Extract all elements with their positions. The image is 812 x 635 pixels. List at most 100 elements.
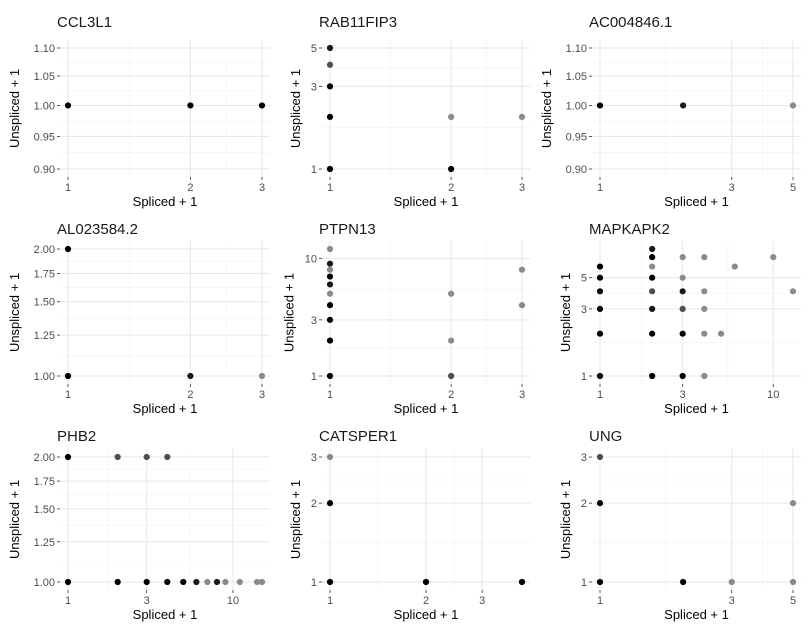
data-point	[164, 454, 170, 460]
data-point	[193, 579, 199, 585]
data-point	[327, 83, 333, 89]
x-axis-label: Spliced + 1	[133, 607, 198, 622]
data-point	[790, 288, 796, 294]
x-axis-label: Spliced + 1	[664, 607, 729, 622]
data-point	[649, 246, 655, 252]
y-axis-label: Unspliced + 1	[7, 480, 22, 559]
x-tick-label: 3	[519, 182, 525, 194]
data-point	[327, 281, 333, 287]
x-tick-label: 1	[65, 389, 71, 401]
x-tick-label: 10	[767, 389, 779, 401]
data-point	[448, 291, 454, 297]
data-point	[597, 500, 603, 506]
y-axis-label: Unspliced + 1	[7, 273, 22, 352]
data-point	[790, 102, 796, 108]
data-point	[680, 331, 686, 337]
data-point	[680, 288, 686, 294]
y-tick-label: 1.05	[34, 71, 55, 83]
y-tick-label: 1.00	[34, 577, 55, 589]
data-point	[701, 288, 707, 294]
data-point	[790, 500, 796, 506]
y-axis-label: Unspliced + 1	[7, 69, 22, 148]
panel-title: RAB11FIP3	[319, 14, 397, 31]
data-point	[65, 579, 71, 585]
y-tick-label: 1.00	[34, 100, 55, 112]
y-tick-label: 3	[311, 452, 317, 464]
x-tick-label: 3	[479, 595, 485, 607]
data-point	[65, 373, 71, 379]
y-tick-label: 1.25	[34, 537, 55, 549]
data-point	[259, 102, 265, 108]
y-tick-label: 1.50	[34, 297, 55, 309]
data-point	[204, 579, 210, 585]
data-point	[597, 275, 603, 281]
data-point	[187, 102, 193, 108]
x-axis-label: Spliced + 1	[394, 401, 459, 416]
x-tick-label: 2	[187, 389, 193, 401]
data-point	[680, 579, 686, 585]
y-axis-label: Unspliced + 1	[288, 480, 303, 559]
scatter-grid-figure: 1 2 30.900.951.001.051.10CCL3L1Spliced + 1…	[0, 0, 812, 635]
data-point	[649, 331, 655, 337]
data-point	[327, 337, 333, 343]
data-point	[187, 373, 193, 379]
data-point	[65, 246, 71, 252]
x-tick-label: 1	[327, 595, 333, 607]
data-point	[214, 579, 220, 585]
data-point	[327, 500, 333, 506]
x-axis-label: Spliced + 1	[133, 401, 198, 416]
x-axis-label: Spliced + 1	[664, 194, 729, 209]
x-tick-label: 1	[597, 182, 603, 194]
data-point	[144, 579, 150, 585]
x-tick-label: 3	[259, 389, 265, 401]
panel-title: PTPN13	[319, 221, 376, 238]
data-point	[770, 254, 776, 260]
y-tick-label: 1.10	[34, 43, 55, 55]
data-point	[597, 331, 603, 337]
data-point	[701, 373, 707, 379]
data-point	[718, 331, 724, 337]
y-tick-label: 10	[305, 253, 317, 265]
y-axis-label: Unspliced + 1	[558, 480, 573, 559]
data-point	[327, 114, 333, 120]
data-point	[729, 579, 735, 585]
x-tick-label: 2	[448, 389, 454, 401]
data-point	[327, 246, 333, 252]
y-tick-label: 5	[311, 43, 317, 55]
x-tick-label: 10	[227, 595, 239, 607]
data-point	[597, 263, 603, 269]
data-point	[519, 267, 525, 273]
data-point	[327, 261, 333, 267]
data-point	[680, 254, 686, 260]
data-point	[327, 62, 333, 68]
y-tick-label: 1.75	[34, 476, 55, 488]
y-tick-label: 0.90	[566, 164, 587, 176]
panel-title: AC004846.1	[589, 14, 672, 31]
data-point	[259, 579, 265, 585]
data-point	[597, 306, 603, 312]
x-tick-label: 2	[423, 595, 429, 607]
y-tick-label: 3	[311, 315, 317, 327]
data-point	[144, 454, 150, 460]
x-axis-label: Spliced + 1	[664, 401, 729, 416]
data-point	[448, 337, 454, 343]
x-tick-label: 3	[680, 389, 686, 401]
y-tick-label: 1	[311, 164, 317, 176]
data-point	[680, 306, 686, 312]
data-point	[597, 288, 603, 294]
y-tick-label: 1.00	[566, 100, 587, 112]
y-tick-label: 3	[311, 81, 317, 93]
x-tick-label: 5	[790, 595, 796, 607]
y-axis-label: Unspliced + 1	[558, 273, 573, 352]
panel-title: AL023584.2	[57, 221, 138, 238]
data-point	[423, 579, 429, 585]
x-tick-label: 3	[729, 182, 735, 194]
x-tick-label: 1	[327, 389, 333, 401]
data-point	[597, 579, 603, 585]
data-point	[327, 166, 333, 172]
